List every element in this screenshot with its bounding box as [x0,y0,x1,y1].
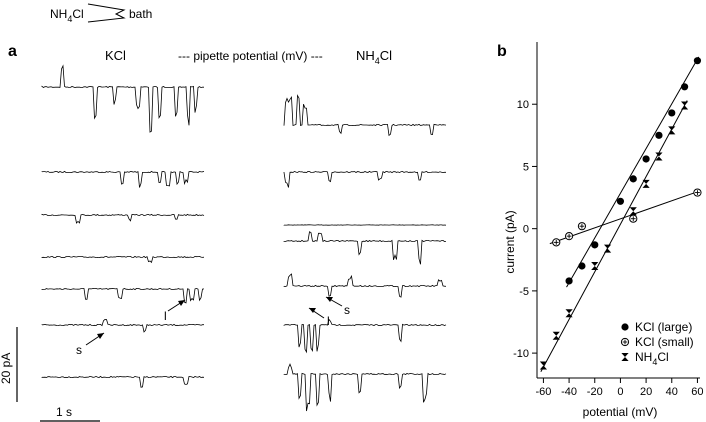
current-trace [41,170,205,188]
nh4cl-tail: Cl [380,48,392,63]
data-point-nh4cl [565,309,573,318]
current-trace [41,318,204,333]
y-tick-label: -10 [513,348,529,360]
chart-legend: KCl (large)KCl (small)NH4Cl [620,320,694,367]
x-tick-label: 20 [640,386,652,398]
data-point-kcl-large [655,131,663,139]
scale-bar-current-label: 20 pA [0,353,13,384]
scale-bar-time-label: 1 s [56,405,72,419]
data-point-kcl-small [552,238,561,247]
current-trace [283,231,447,265]
data-point-kcl-large [629,175,637,183]
panel-a-letter: a [8,43,17,60]
data-point-kcl-large [680,83,689,91]
data-point-kcl-small [577,222,587,231]
arrowhead-small-left [97,333,104,339]
panel-b-letter: b [497,43,507,60]
data-point-kcl-large [578,262,586,270]
series-2 [539,100,689,373]
data-point-kcl-large [616,197,625,205]
current-trace [283,170,446,188]
arrowhead-large-left [178,300,185,306]
nh4cl-sub: 4 [375,56,380,66]
schematic-bath-label: bath [129,7,152,21]
data-point-nh4cl [603,244,612,253]
pipette-tip-shape [87,3,126,23]
legend-label: NH4Cl [635,350,669,367]
y-tick-label: -5 [519,286,529,298]
x-tick-label: -60 [535,386,551,398]
x-tick-label: 0 [617,386,623,398]
schematic-left-label: NH [50,7,67,21]
data-point-kcl-large [565,277,573,285]
schematic-left-tail: Cl [72,7,83,21]
x-tick-label: 60 [691,386,703,398]
iv-plot: -10 -5 0 5 10 -60 -40 -20 0 20 40 60 KCl (large)KCl … [513,42,704,398]
fit-line [566,56,700,288]
pipette-schematic: NH4Cl bath [50,3,152,24]
scale-bars: 20 pA 1 s [0,327,100,422]
data-point-kcl-large [693,57,702,65]
arrowhead-small-right [326,297,333,302]
data-point-nh4cl [621,353,629,361]
nh4cl-prefix: NH [356,48,375,63]
current-trace [41,255,205,264]
iv-x-axis-label: potential (mV) [583,405,658,419]
kcl-condition-label: KCl [105,48,126,63]
schematic-left-sub: 4 [67,14,72,24]
current-trace [283,318,447,354]
annotation-large-left: l [164,309,167,323]
series-0 [565,56,702,288]
data-point-nh4cl [668,126,676,135]
data-point-nh4cl [680,101,689,110]
current-trace [41,375,205,388]
data-point-kcl-small [620,337,630,347]
x-tick-label: -40 [561,386,577,398]
kcl-current-traces [41,64,205,388]
x-tick-label: -20 [587,386,603,398]
data-point-kcl-large [621,323,629,331]
pipette-potential-label: --- pipette potential (mV) --- [178,49,323,63]
data-point-nh4cl [655,152,663,161]
current-trace [283,273,447,298]
data-point-kcl-small [564,232,574,241]
y-tick-label: 10 [517,99,529,111]
current-trace [41,213,205,224]
current-trace [41,64,205,133]
trace-annotations: s l s l [76,296,350,357]
legend-label: KCl (large) [635,320,692,334]
fit-line [540,100,688,373]
data-point-kcl-small [693,188,702,197]
current-trace [283,94,447,137]
data-point-kcl-small [629,214,638,223]
iv-y-axis-label: current (pA) [503,210,517,273]
data-point-kcl-large [668,109,676,117]
data-point-kcl-large [591,241,599,249]
data-point-nh4cl [539,361,548,370]
y-tick-label: 0 [523,224,529,236]
arrowhead-large-right [309,308,316,313]
data-point-nh4cl [629,207,637,216]
svg-text:NH4Cl: NH4Cl [50,7,84,24]
data-point-nh4cl [642,179,650,188]
annotation-small-left: s [76,343,82,357]
annotation-small-right: s [344,303,350,317]
data-point-nh4cl [591,262,599,270]
current-trace [41,287,205,304]
nh4cl-condition-label: NH4Cl [356,48,392,66]
legend-label: KCl (small) [635,335,694,349]
nh4cl-current-traces [283,94,447,412]
series-1 [549,188,702,247]
annotation-large-right: l [327,314,330,328]
current-trace [283,363,447,412]
y-tick-label: 5 [523,161,529,173]
x-tick-label: 40 [666,386,678,398]
data-point-kcl-large [642,155,650,163]
data-point-nh4cl [552,331,560,340]
